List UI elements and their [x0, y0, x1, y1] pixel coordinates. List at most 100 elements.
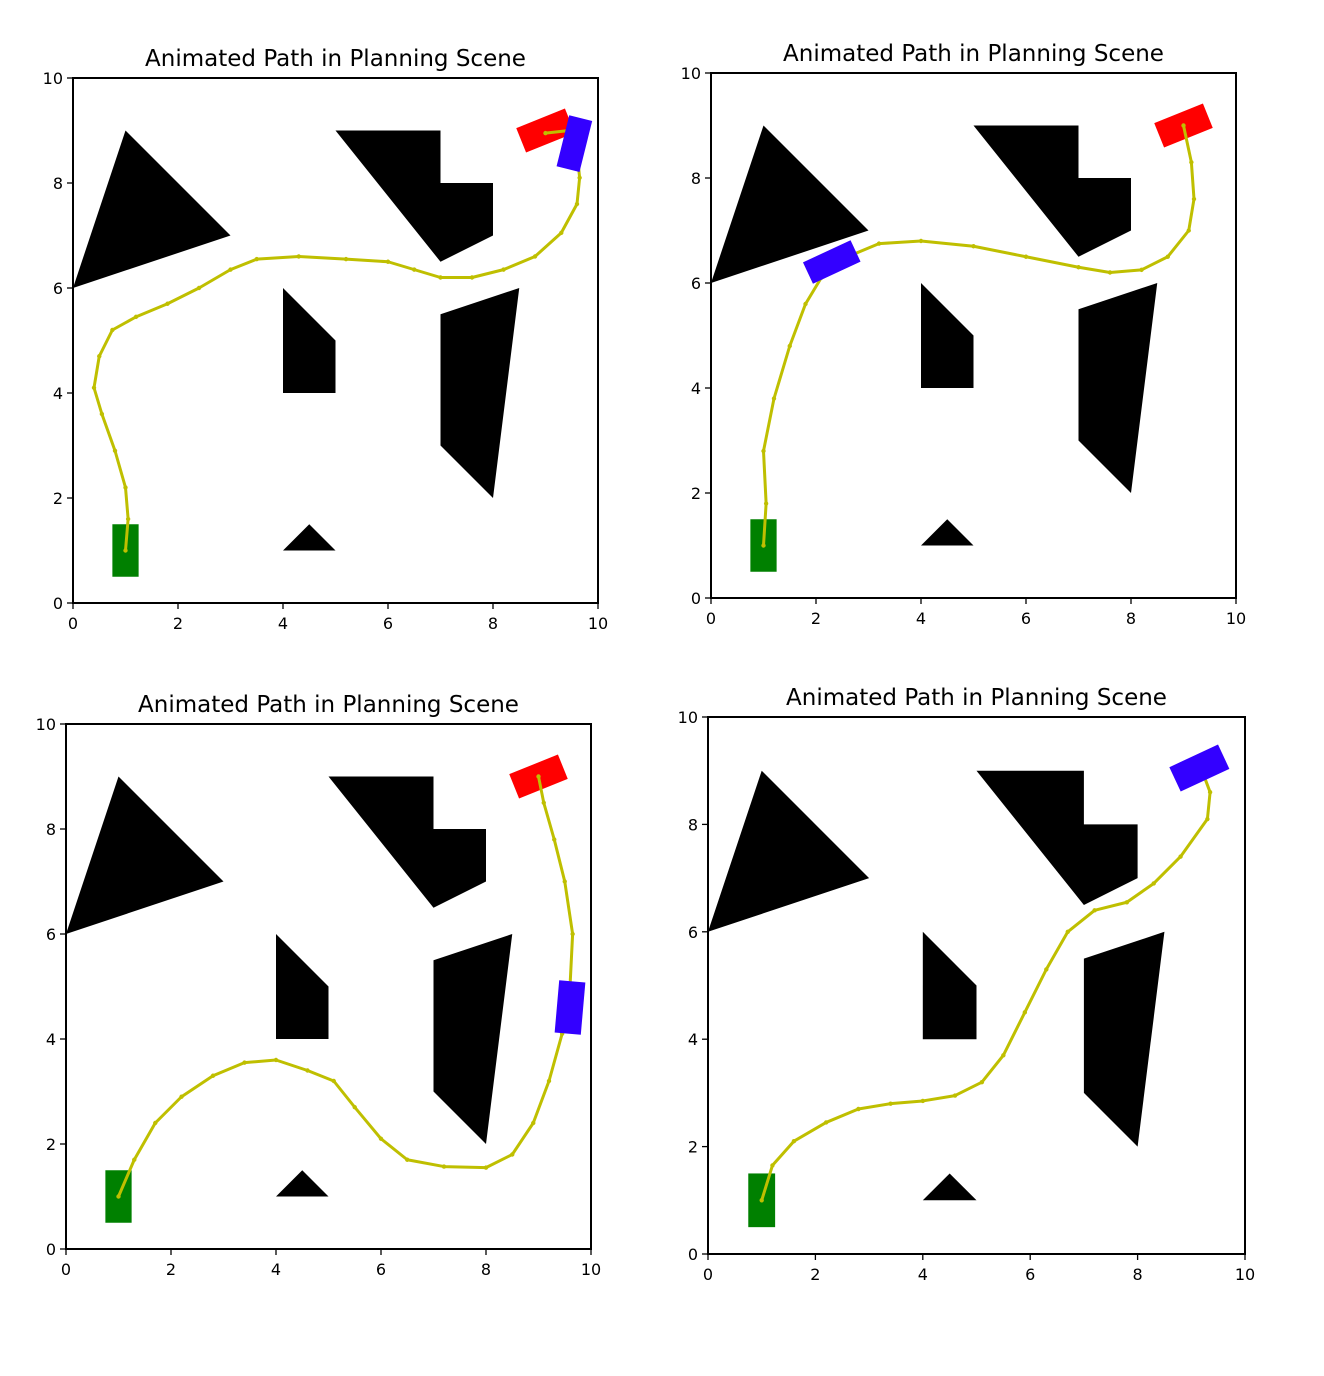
obstacle-4: [1083, 931, 1165, 1147]
y-tick-label: 4: [691, 379, 701, 398]
path-point: [552, 837, 557, 842]
y-tick-label: 10: [681, 64, 701, 83]
path-point: [541, 800, 546, 805]
axes-frame: [707, 716, 1246, 1255]
y-tick-label: 0: [53, 594, 63, 613]
path-point: [543, 130, 548, 136]
path-point: [1207, 789, 1213, 795]
panel-bottom-left: Animated Path in Planning Scene 0 2 4 6 8 10 0 2…: [36, 692, 602, 1279]
path-point: [1107, 270, 1113, 275]
path-point: [770, 1163, 775, 1168]
chart-title: Animated Path in Planning Scene: [138, 692, 519, 718]
path-point: [531, 1120, 536, 1126]
obstacle-3: [922, 931, 977, 1040]
path-point: [343, 256, 349, 262]
path-point: [952, 1093, 958, 1098]
obstacle-1: [708, 770, 870, 932]
path-point: [574, 201, 580, 207]
y-tick-label: 10: [678, 708, 698, 727]
obstacle-3: [921, 283, 974, 388]
path-point: [803, 301, 808, 307]
path-point: [483, 1165, 489, 1170]
path-point: [469, 275, 475, 280]
path-point: [761, 448, 766, 454]
robot-marker: [554, 980, 586, 1035]
path-point: [759, 1198, 764, 1203]
path-point: [116, 1194, 121, 1199]
path-point: [1139, 267, 1144, 273]
x-tick-label: 8: [488, 614, 498, 633]
path-point: [441, 1164, 447, 1169]
obstacle-4: [433, 934, 513, 1144]
path-point: [510, 1152, 515, 1157]
y-tick-label: 4: [46, 1030, 56, 1049]
path-point: [1151, 881, 1156, 886]
path-point: [1205, 816, 1210, 822]
axes-frame: [710, 72, 1237, 599]
x-tick-label: 2: [173, 614, 183, 633]
path-point: [133, 314, 139, 320]
path-point: [570, 931, 575, 937]
path-point: [536, 774, 541, 779]
robot-marker: [802, 240, 861, 284]
path-point: [165, 301, 170, 306]
y-tick-label: 2: [53, 489, 63, 508]
obstacle-5: [283, 524, 336, 551]
x-tick-label: 10: [581, 1260, 601, 1279]
path-point: [97, 354, 102, 359]
path-point: [352, 1105, 357, 1110]
path-point: [1023, 254, 1029, 259]
y-tick-label: 6: [46, 925, 56, 944]
path-point: [331, 1078, 336, 1084]
path-point: [888, 1101, 893, 1106]
path-line: [762, 124, 1196, 547]
path-point: [1181, 123, 1186, 128]
y-tick-label: 10: [36, 715, 56, 734]
x-tick-label: 6: [1021, 609, 1031, 628]
path-point: [296, 254, 301, 259]
obstacle-2: [328, 776, 486, 908]
path-point: [501, 267, 506, 272]
path-point: [112, 448, 118, 453]
path-point: [918, 238, 924, 244]
chart-title: Animated Path in Planning Scene: [786, 685, 1167, 711]
x-tick-label: 2: [166, 1260, 176, 1279]
path-point: [532, 254, 538, 259]
path-point: [254, 256, 259, 262]
path-point: [305, 1068, 310, 1073]
chart-title: Animated Path in Planning Scene: [145, 46, 526, 72]
x-tick-label: 10: [1235, 1265, 1255, 1284]
x-tick-label: 4: [918, 1265, 928, 1284]
y-tick-label: 4: [53, 384, 63, 403]
path-point: [559, 230, 564, 236]
x-tick-label: 8: [481, 1260, 491, 1279]
path-point: [378, 1136, 384, 1141]
y-tick-label: 2: [691, 484, 701, 503]
x-tick-label: 4: [278, 614, 288, 633]
path-point: [412, 267, 417, 272]
panel-top-left: Animated Path in Planning Scene 0 2 4 6 8 10 0 2…: [43, 46, 609, 633]
x-tick-label: 0: [706, 609, 716, 628]
goal-marker: [516, 108, 575, 153]
y-tick-label: 2: [46, 1135, 56, 1154]
obstacle-1: [73, 130, 231, 288]
x-tick-label: 2: [811, 609, 821, 628]
path-point: [153, 1120, 158, 1126]
path-point: [787, 343, 792, 349]
obstacle-4: [440, 288, 520, 498]
path-point: [123, 548, 128, 553]
x-tick-label: 4: [271, 1260, 281, 1279]
y-tick-label: 0: [688, 1245, 698, 1264]
obstacle-1: [66, 776, 224, 934]
path-point: [763, 501, 769, 506]
y-tick-label: 8: [53, 174, 63, 193]
path-point: [771, 396, 777, 401]
path-point: [1044, 967, 1049, 972]
path-point: [273, 1057, 279, 1063]
path-point: [546, 1078, 552, 1084]
y-tick-label: 2: [688, 1138, 698, 1157]
x-tick-label: 8: [1133, 1265, 1143, 1284]
path-point: [979, 1079, 985, 1085]
path-point: [562, 879, 567, 884]
